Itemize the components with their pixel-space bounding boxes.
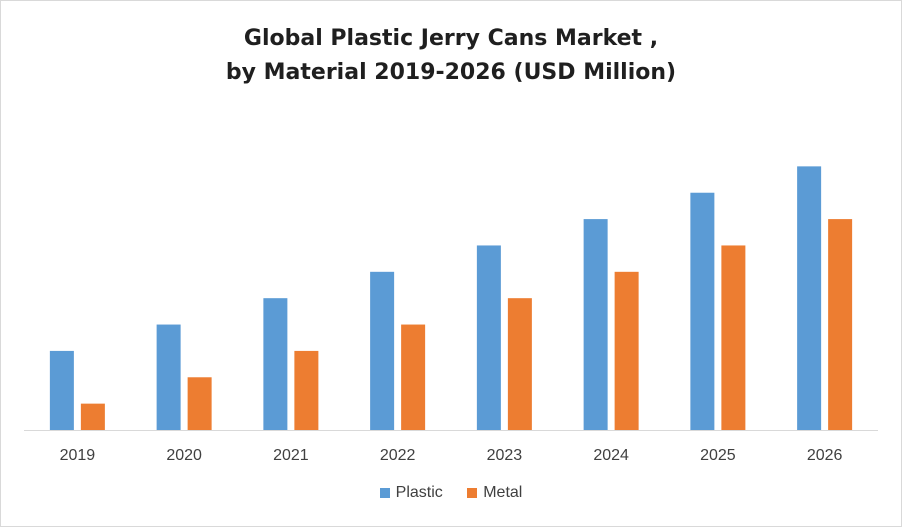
chart-title: Global Plastic Jerry Cans Market , by Ma… — [0, 22, 902, 90]
legend-label-metal: Metal — [483, 484, 523, 501]
x-tick-label-2020: 2020 — [166, 447, 202, 464]
x-tick-label-2019: 2019 — [60, 447, 96, 464]
chart-title-line-2: by Material 2019-2026 (USD Million) — [225, 60, 677, 85]
x-tick-label-2024: 2024 — [593, 447, 629, 464]
legend-item-metal: Metal — [467, 484, 522, 502]
bar-metal-2025 — [721, 245, 746, 430]
bar-plastic-2025 — [690, 192, 715, 430]
x-tick-label-2023: 2023 — [487, 447, 523, 464]
legend-swatch-metal — [467, 488, 478, 498]
bar-metal-2020 — [187, 377, 212, 430]
bar-plastic-2020 — [156, 324, 181, 430]
bar-metal-2023 — [507, 298, 532, 430]
x-tick-label-2025: 2025 — [700, 447, 736, 464]
bar-plastic-2023 — [476, 245, 501, 430]
bar-metal-2021 — [294, 350, 319, 430]
legend-item-plastic: Plastic — [379, 484, 443, 502]
x-tick-label-2022: 2022 — [380, 447, 416, 464]
bar-group — [49, 166, 853, 430]
bar-plastic-2022 — [370, 271, 395, 430]
x-tick-label-2026: 2026 — [807, 447, 843, 464]
x-axis-tick-labels: 2019 2020 2021 2022 2023 2024 2025 2026 — [60, 447, 843, 464]
chart-title-line-1: Global Plastic Jerry Cans Market , — [243, 26, 659, 51]
bar-metal-2022 — [401, 324, 426, 430]
bar-plastic-2021 — [263, 298, 288, 430]
legend-swatch-plastic — [379, 488, 390, 498]
bar-metal-2026 — [828, 219, 853, 430]
bar-plastic-2019 — [49, 350, 74, 430]
legend: Plastic Metal — [0, 484, 902, 503]
bar-plastic-2026 — [797, 166, 822, 430]
bar-plastic-2024 — [583, 219, 608, 430]
bar-metal-2024 — [614, 271, 639, 430]
x-tick-label-2021: 2021 — [273, 447, 309, 464]
bar-metal-2019 — [80, 403, 105, 430]
legend-label-plastic: Plastic — [395, 484, 443, 501]
